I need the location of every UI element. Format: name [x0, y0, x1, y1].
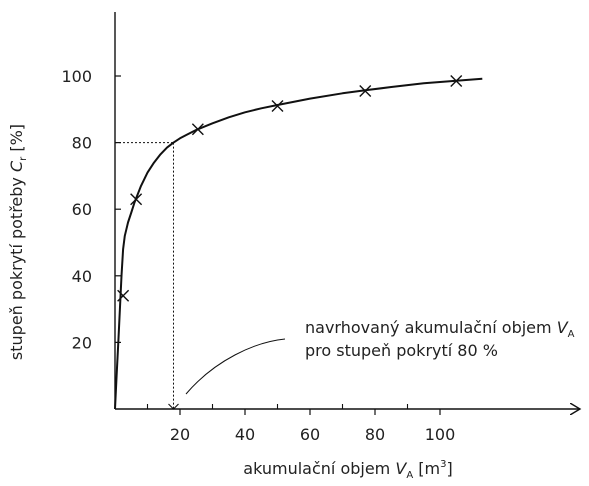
data-point-marker-6 — [450, 75, 463, 87]
x-tick-label-80: 80 — [365, 425, 385, 444]
data-point-marker-5 — [359, 84, 372, 97]
design-point-arrow — [168, 403, 179, 410]
annotation-line-2: pro stupeň pokrytí 80 % — [305, 341, 498, 360]
y-axis-title: stupeň pokrytí potřeby Cr [%] — [7, 124, 29, 360]
design-point-guides — [115, 142, 179, 410]
x-tick-label-40: 40 — [235, 425, 255, 444]
curve-layer — [114, 77, 483, 410]
fitted-curve — [114, 77, 483, 410]
data-point-marker-4 — [271, 99, 284, 112]
annotation-leader-line — [185, 338, 286, 395]
y-tick-label-40: 40 — [72, 267, 92, 286]
x-tick-label-60: 60 — [300, 425, 320, 444]
y-tick-label-20: 20 — [72, 333, 92, 352]
x-tick-label-20: 20 — [170, 425, 190, 444]
y-tick-label-80: 80 — [72, 134, 92, 153]
data-point-marker-1 — [117, 289, 130, 302]
data-point-marker-3 — [191, 123, 204, 136]
x-tick-label-100: 100 — [425, 425, 456, 444]
annotation-line-1: navrhovaný akumulační objem VA — [305, 318, 575, 340]
data-markers — [117, 75, 463, 302]
y-tick-label-100: 100 — [61, 67, 92, 86]
x-axis-title: akumulační objem VA [m3] — [243, 459, 452, 481]
ticks: 20 40 60 80 100 20 40 60 80 100 — [61, 67, 455, 444]
y-tick-label-60: 60 — [72, 200, 92, 219]
data-point-marker-2 — [130, 193, 143, 206]
